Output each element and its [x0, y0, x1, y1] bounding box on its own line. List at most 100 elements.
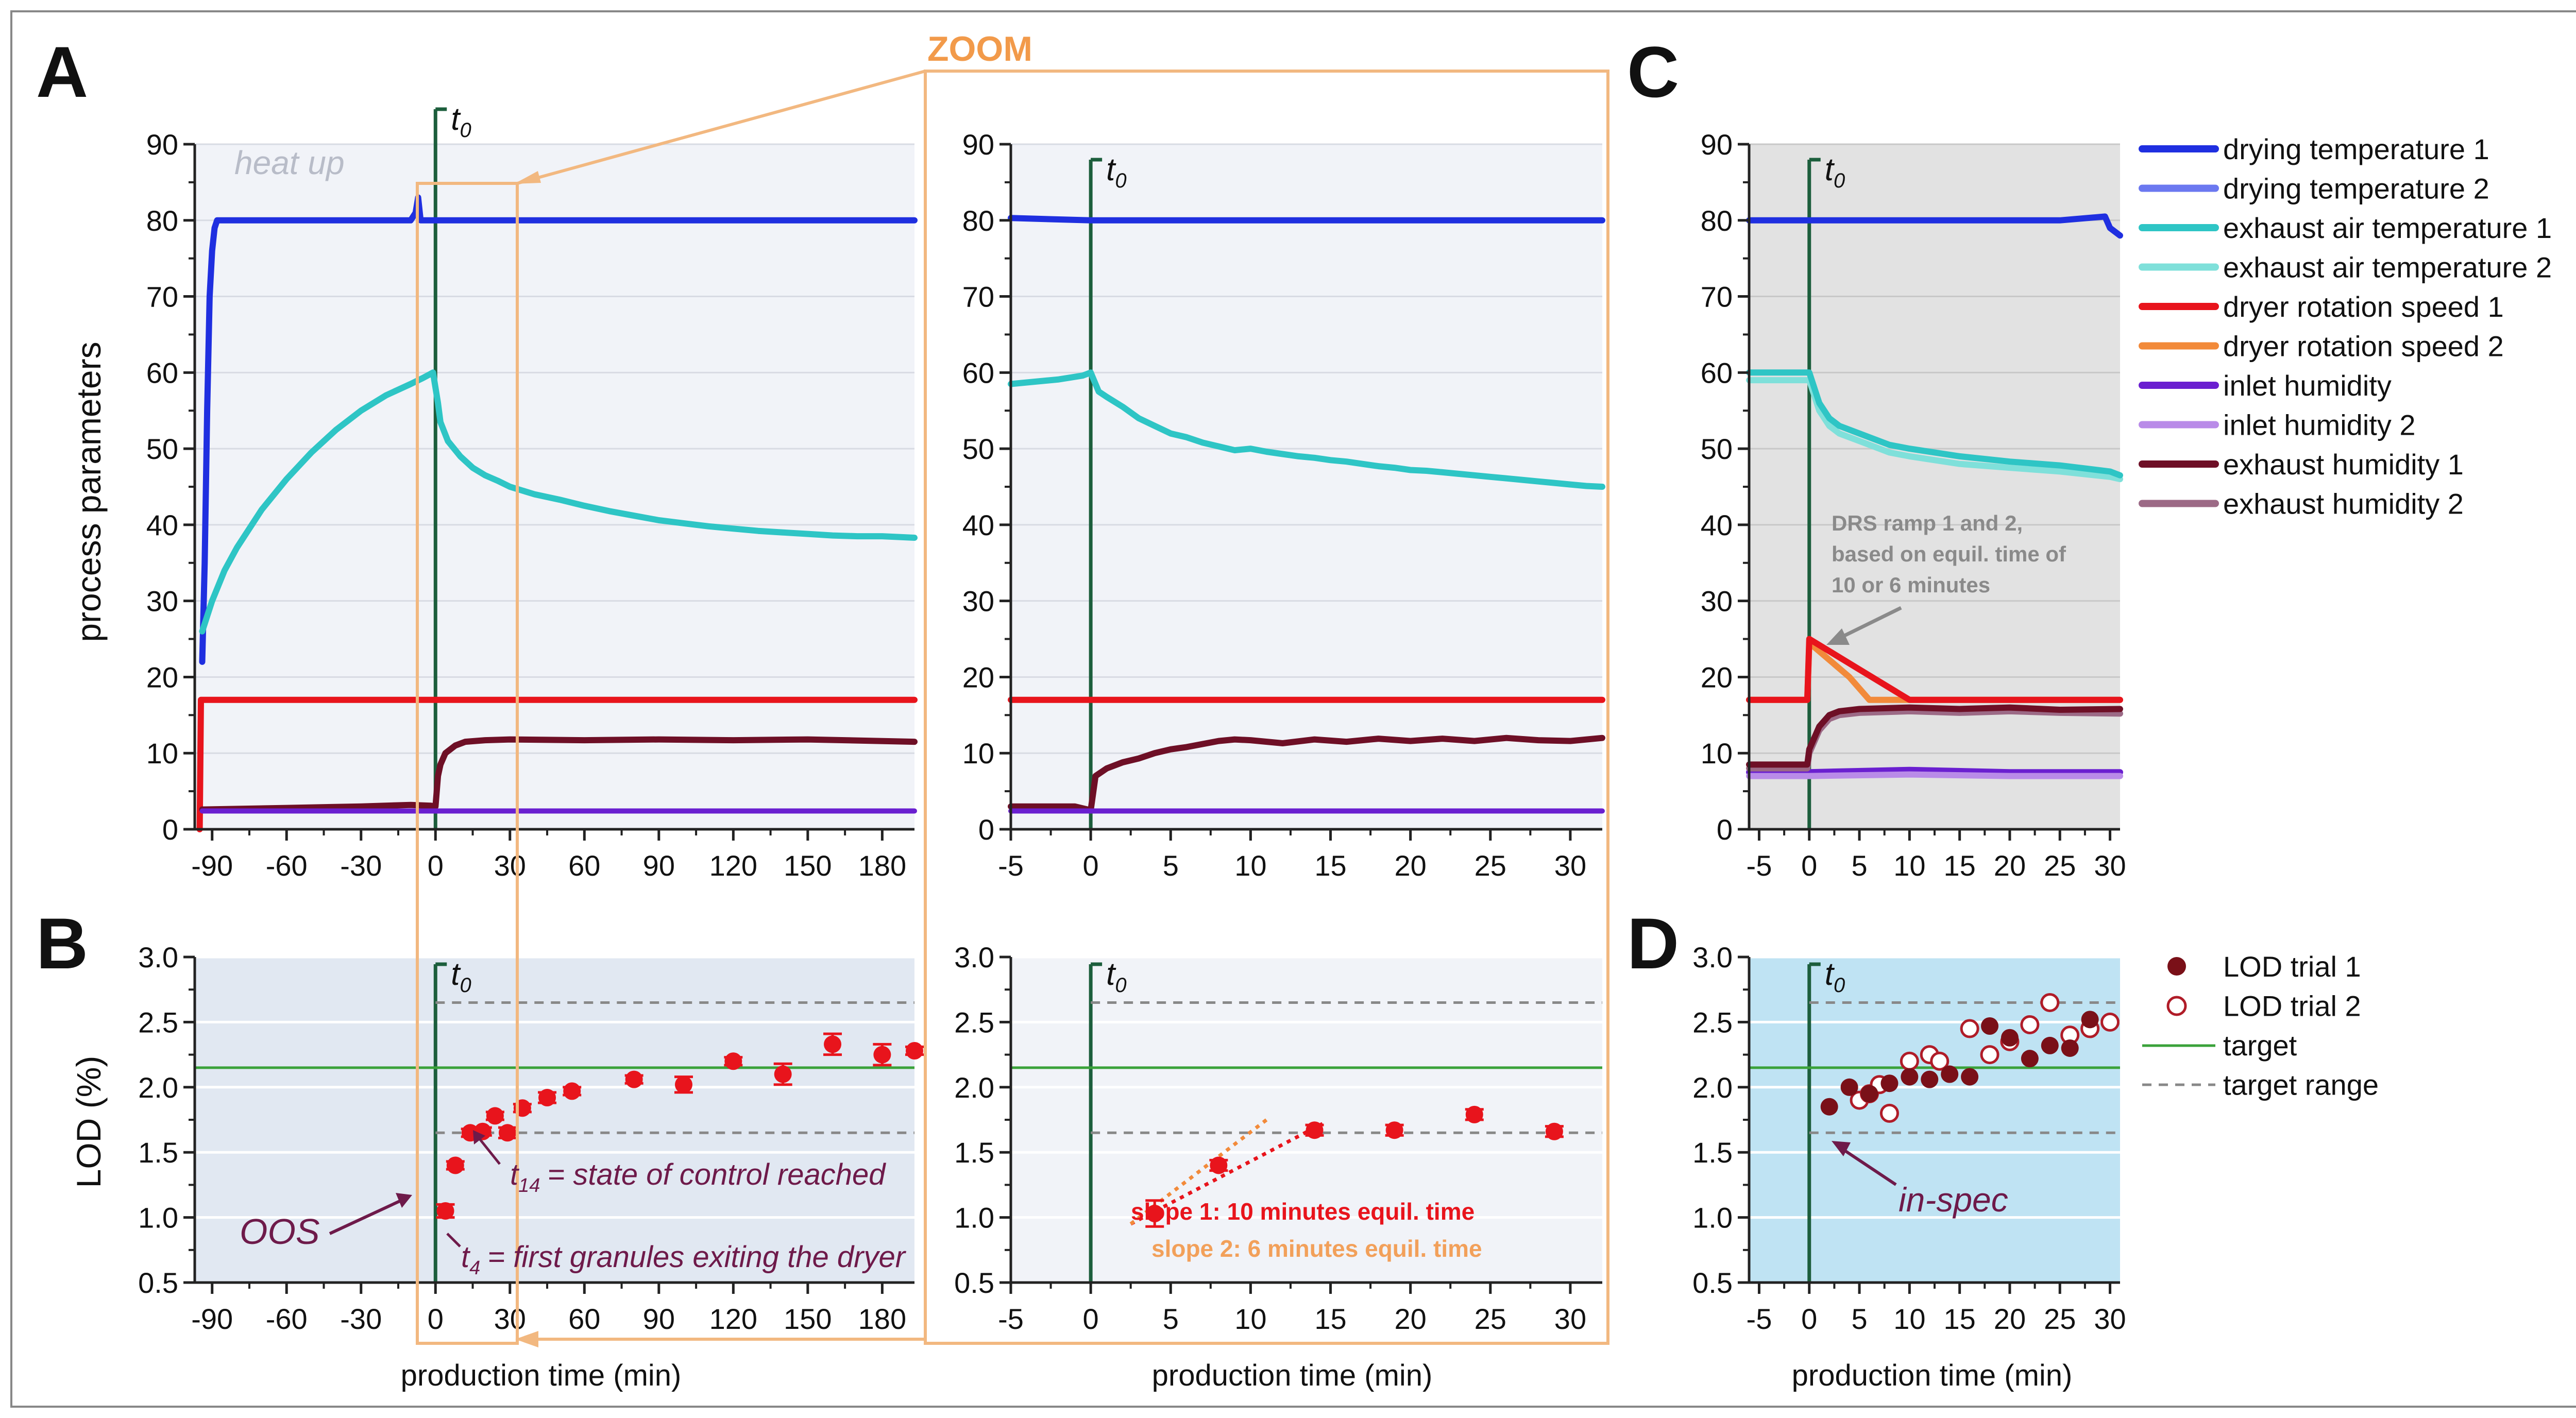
lod-trial-1-point [2001, 1029, 2019, 1047]
x-tick-label: 150 [784, 1303, 832, 1335]
x-tick-label: 180 [858, 1303, 906, 1335]
panel-letter-b: B [36, 903, 88, 984]
series-exhaust-air-temperature-1 [199, 369, 918, 635]
panel-d-xlabel: production time (min) [1792, 1359, 2073, 1392]
legend-label-inlet-humidity-2: inlet humidity 2 [2223, 409, 2416, 441]
x-tick-label: 20 [1994, 849, 2026, 882]
legend-label-drying-temperature-1: drying temperature 1 [2223, 133, 2489, 165]
y-tick-label: 50 [1701, 433, 1733, 465]
lod-point [563, 1082, 581, 1100]
x-tick-label: 30 [1554, 849, 1586, 882]
t14-arrow [478, 1137, 501, 1165]
x-tick-label: 15 [1314, 1303, 1346, 1335]
x-tick-label: 30 [2094, 849, 2126, 882]
legend-label-drying-temperature-2: drying temperature 2 [2223, 173, 2489, 205]
x-tick-label: 0 [1083, 1303, 1099, 1335]
lod-point [906, 1042, 923, 1060]
x-tick-label: 0 [1083, 849, 1099, 882]
panel-d-chart: t0 0.51.01.52.02.53.0-5 0 5 10 15 20 25 30 [1692, 941, 2126, 1335]
x-tick-label: 30 [1554, 1303, 1586, 1335]
x-tick-label: -90 [191, 849, 233, 882]
lod-point [724, 1052, 742, 1070]
y-tick-label: 10 [962, 737, 994, 770]
t4-subscript: 4 [469, 1257, 480, 1279]
x-tick-label: 10 [1893, 849, 1925, 882]
lod-trial-1-point [1961, 1068, 1979, 1086]
drs-ramp-line-2: based on equil. time of [1832, 542, 2066, 566]
y-tick-label: 10 [146, 737, 178, 770]
legend-label-exhaust-humidity-1: exhaust humidity 1 [2223, 448, 2464, 481]
legend-swatch-lod-trial-1 [2167, 957, 2186, 976]
t0-label-t: t [1825, 956, 1835, 992]
y-tick-label: 60 [1701, 356, 1733, 389]
drs-ramp-line-1: DRS ramp 1 and 2, [1832, 511, 2023, 535]
lod-trial-1-point [1981, 1017, 1999, 1035]
x-tick-label: -30 [340, 1303, 382, 1335]
lod-trial-1-point [1840, 1078, 1858, 1096]
lod-point [674, 1075, 692, 1094]
lod-point [1385, 1121, 1403, 1139]
zoom-arrowhead-bottom [515, 1331, 538, 1347]
y-tick-label: 80 [1701, 204, 1733, 237]
panel-d-legend: LOD trial 1 LOD trial 2 target target range [2142, 950, 2379, 1101]
y-tick-label: 20 [962, 661, 994, 693]
x-tick-label: -90 [191, 1303, 233, 1335]
y-tick-label: 2.5 [954, 1006, 994, 1038]
panel-c-legend: drying temperature 1 drying temperature 2… [2139, 133, 2552, 520]
y-tick-label: 0.5 [1692, 1267, 1733, 1299]
lod-point [498, 1124, 516, 1142]
lod-trial-2-point [1879, 1103, 1899, 1123]
lod-trial-1-point [1860, 1085, 1878, 1103]
x-tick-label: 30 [2094, 1303, 2126, 1335]
lod-trial-1-point [1880, 1074, 1899, 1092]
slope-2-label: slope 2: 6 minutes equil. time [1151, 1235, 1482, 1262]
zoom-connector-line [517, 70, 926, 185]
in-spec-arrowhead [1832, 1141, 1851, 1156]
series-drying-temperature-1 [199, 194, 918, 665]
y-tick-label: 40 [962, 509, 994, 541]
y-tick-label: 0.5 [138, 1267, 178, 1299]
x-tick-label: 5 [1851, 1303, 1867, 1335]
series-drying-temperature-1 [1008, 215, 1605, 224]
series-dryer-rotation-speed-1 [196, 696, 918, 832]
heat-up-label: heat up [234, 144, 345, 181]
x-tick-label: 120 [709, 849, 757, 882]
y-tick-label: 2.0 [1692, 1071, 1733, 1104]
lod-point [774, 1065, 792, 1083]
lod-point [625, 1070, 643, 1088]
t0-label-t: t [451, 956, 461, 992]
x-tick-label: 0 [1801, 1303, 1817, 1335]
x-tick-label: 60 [568, 1303, 600, 1335]
x-tick-label: 20 [1395, 849, 1427, 882]
legend-label-dryer-rotation-speed-2: dryer rotation speed 2 [2223, 330, 2504, 363]
lod-point [538, 1089, 556, 1107]
series-exhaust-air-temperature-1 [1746, 369, 2123, 479]
y-tick-label: 1.5 [1692, 1136, 1733, 1169]
zoom-indicator: ZOOM [416, 29, 1609, 1347]
x-tick-label: -60 [266, 849, 308, 882]
t0-label-subscript: 0 [1834, 169, 1845, 192]
lod-point [436, 1202, 454, 1220]
y-tick-label: 40 [146, 509, 178, 541]
panel-d-plot-area [1749, 957, 2120, 1283]
panel-b-zoom-chart: t0 0.51.01.52.02.53.0-5 0 5 10 15 20 25 30 [954, 941, 1602, 1335]
t0-label: t0 [1825, 152, 1845, 192]
y-tick-label: 1.0 [138, 1202, 178, 1234]
y-tick-label: 0 [1717, 813, 1733, 846]
x-tick-label: 15 [1944, 1303, 1976, 1335]
lod-trial-1-point [1901, 1068, 1919, 1086]
y-tick-label: 2.5 [1692, 1006, 1733, 1038]
zoom-arrowhead [514, 171, 541, 184]
panel-b-zoom-xlabel: production time (min) [1152, 1359, 1433, 1392]
lod-trial-1-point [1941, 1065, 1959, 1083]
drs-ramp-line-3: 10 or 6 minutes [1832, 573, 1990, 597]
x-tick-label: 0 [428, 1303, 444, 1335]
legend-label-inlet-humidity: inlet humidity [2223, 369, 2392, 402]
lod-trial-1-point [1820, 1098, 1838, 1116]
t4-annotation: t4 = first granules exiting the dryer [461, 1240, 907, 1279]
x-tick-label: 60 [568, 849, 600, 882]
lod-trial-2-point [1900, 1051, 1919, 1071]
